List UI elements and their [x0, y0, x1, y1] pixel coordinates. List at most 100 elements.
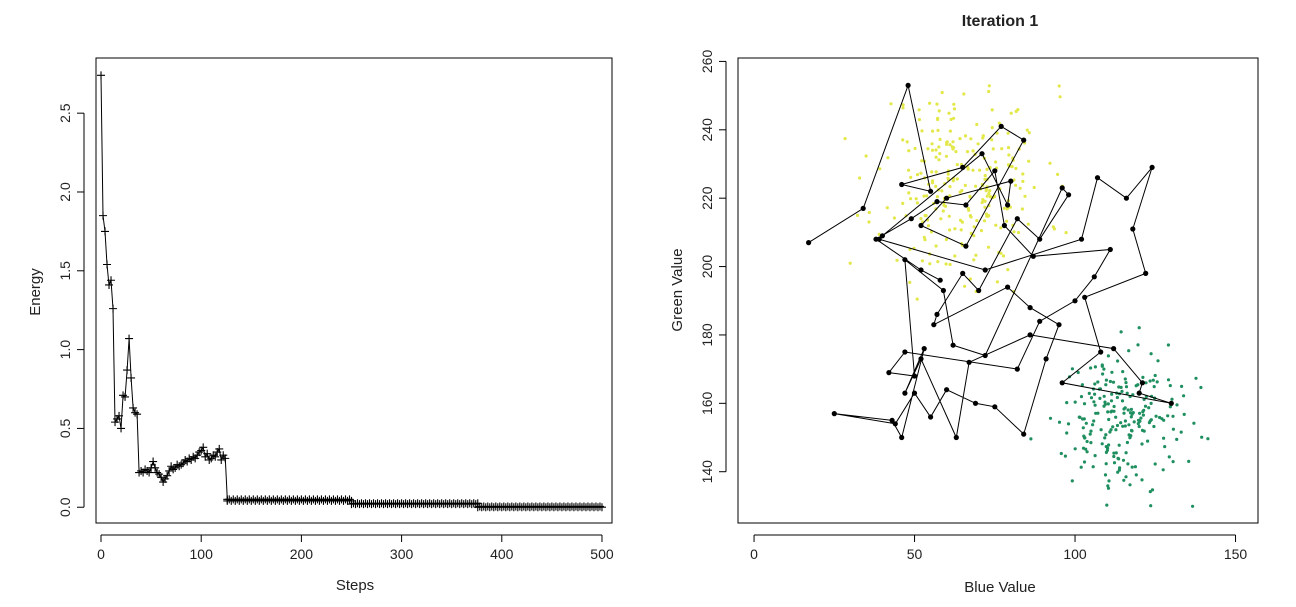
cluster-point: [981, 198, 985, 202]
cluster-point: [1150, 488, 1155, 492]
cluster-point: [976, 142, 980, 146]
cluster-point: [962, 92, 966, 96]
iteration-path-node: [879, 233, 886, 239]
energy-x-tick-label: 500: [590, 546, 614, 562]
cluster-point: [1119, 421, 1123, 425]
energy-point-marker: [105, 280, 114, 289]
iteration-path-node: [892, 421, 898, 427]
cluster-point: [946, 172, 950, 176]
cluster-point: [1152, 424, 1156, 429]
cluster-point: [1123, 419, 1127, 423]
cluster-point: [926, 147, 930, 151]
cluster-point: [1126, 462, 1130, 466]
cluster-point: [1106, 410, 1110, 414]
cluster-point: [923, 214, 927, 218]
cluster-point: [1109, 399, 1114, 403]
cluster-point: [1093, 365, 1097, 369]
cluster-point: [963, 284, 967, 288]
cluster-point: [1124, 381, 1128, 385]
cluster-point: [1018, 186, 1022, 190]
cluster-point: [919, 171, 923, 175]
iteration-x-tick-label: 150: [1224, 546, 1248, 562]
energy-point-marker: [133, 410, 142, 419]
cluster-point: [1014, 166, 1018, 171]
cluster-point: [1136, 343, 1140, 347]
cluster-point: [937, 145, 941, 149]
energy-x-tick-label: 100: [190, 546, 214, 562]
cluster-point: [1048, 416, 1053, 420]
cluster-point: [1092, 419, 1096, 423]
energy-x-tick-label: 400: [490, 546, 514, 562]
cluster-point: [1140, 442, 1144, 446]
energy-point-marker: [157, 473, 166, 482]
cluster-point: [1087, 391, 1091, 395]
energy-point-marker: [119, 391, 128, 400]
iteration-path-node: [940, 287, 947, 294]
iteration-path-node: [960, 164, 966, 170]
cluster-point: [1098, 396, 1102, 400]
cluster-point: [1136, 422, 1140, 426]
iteration-y-label: Green Value: [669, 248, 686, 331]
cluster-point: [946, 176, 950, 180]
cluster-point: [934, 170, 938, 174]
iteration-path-node: [1107, 246, 1113, 253]
cluster-point: [901, 201, 905, 205]
energy-series-lines: [100, 75, 603, 508]
cluster-point: [905, 140, 909, 144]
iteration-path-node: [1094, 175, 1101, 181]
iteration-path-node: [1027, 305, 1033, 311]
energy-x-axis: 0 100 200 300 400 500: [97, 534, 614, 562]
cluster-point: [944, 262, 948, 266]
iteration-path-node: [1072, 298, 1078, 304]
cluster-point: [1153, 373, 1157, 378]
iteration-x-tick-label: 100: [1063, 546, 1087, 562]
energy-point-marker: [221, 454, 230, 463]
cluster-point: [988, 189, 992, 193]
iteration-path-node: [889, 417, 895, 423]
cluster-point: [1104, 462, 1108, 466]
cluster-point: [1093, 382, 1097, 386]
cluster-point: [959, 218, 963, 222]
cluster-point: [1122, 478, 1126, 482]
cluster-point: [1100, 442, 1104, 446]
cluster-point: [1103, 473, 1108, 477]
cluster-point: [1088, 432, 1092, 436]
cluster-point: [947, 111, 951, 115]
iteration-path-node: [1021, 137, 1027, 143]
cluster-point: [947, 214, 951, 218]
iteration-path-node: [899, 181, 905, 188]
cluster-point: [925, 194, 929, 198]
cluster-point: [938, 137, 942, 141]
cluster-point: [886, 156, 890, 160]
energy-x-label: Steps: [336, 577, 374, 594]
iteration-path-line: [808, 83, 1172, 440]
iteration-path-node: [908, 216, 914, 222]
cluster-point: [1007, 153, 1011, 157]
cluster-point: [930, 148, 935, 152]
cluster-point: [1111, 380, 1116, 384]
cluster-point: [1102, 367, 1106, 371]
cluster-point: [935, 102, 939, 106]
cluster-point: [948, 228, 952, 232]
cluster-point: [1136, 418, 1141, 422]
cluster-point: [954, 150, 958, 154]
cluster-point: [920, 129, 924, 133]
iteration-y-tick-label: 220: [699, 186, 715, 210]
cluster-point: [843, 137, 847, 141]
cluster-point: [952, 107, 957, 111]
cluster-point: [1194, 376, 1198, 380]
cluster-point: [1001, 254, 1006, 258]
cluster-point: [1107, 417, 1111, 422]
cluster-point: [1130, 465, 1134, 469]
cluster-point: [1129, 434, 1133, 438]
iteration-y-tick-label: 140: [699, 460, 715, 484]
cluster-point: [1115, 423, 1120, 428]
cluster-point: [978, 168, 982, 172]
cluster-point: [995, 131, 999, 135]
cluster-point: [999, 251, 1003, 255]
cluster-point: [907, 191, 911, 195]
cluster-point: [1029, 437, 1033, 441]
cluster-point: [1081, 417, 1085, 421]
energy-point-marker: [149, 457, 158, 466]
energy-point-marker: [595, 502, 604, 511]
